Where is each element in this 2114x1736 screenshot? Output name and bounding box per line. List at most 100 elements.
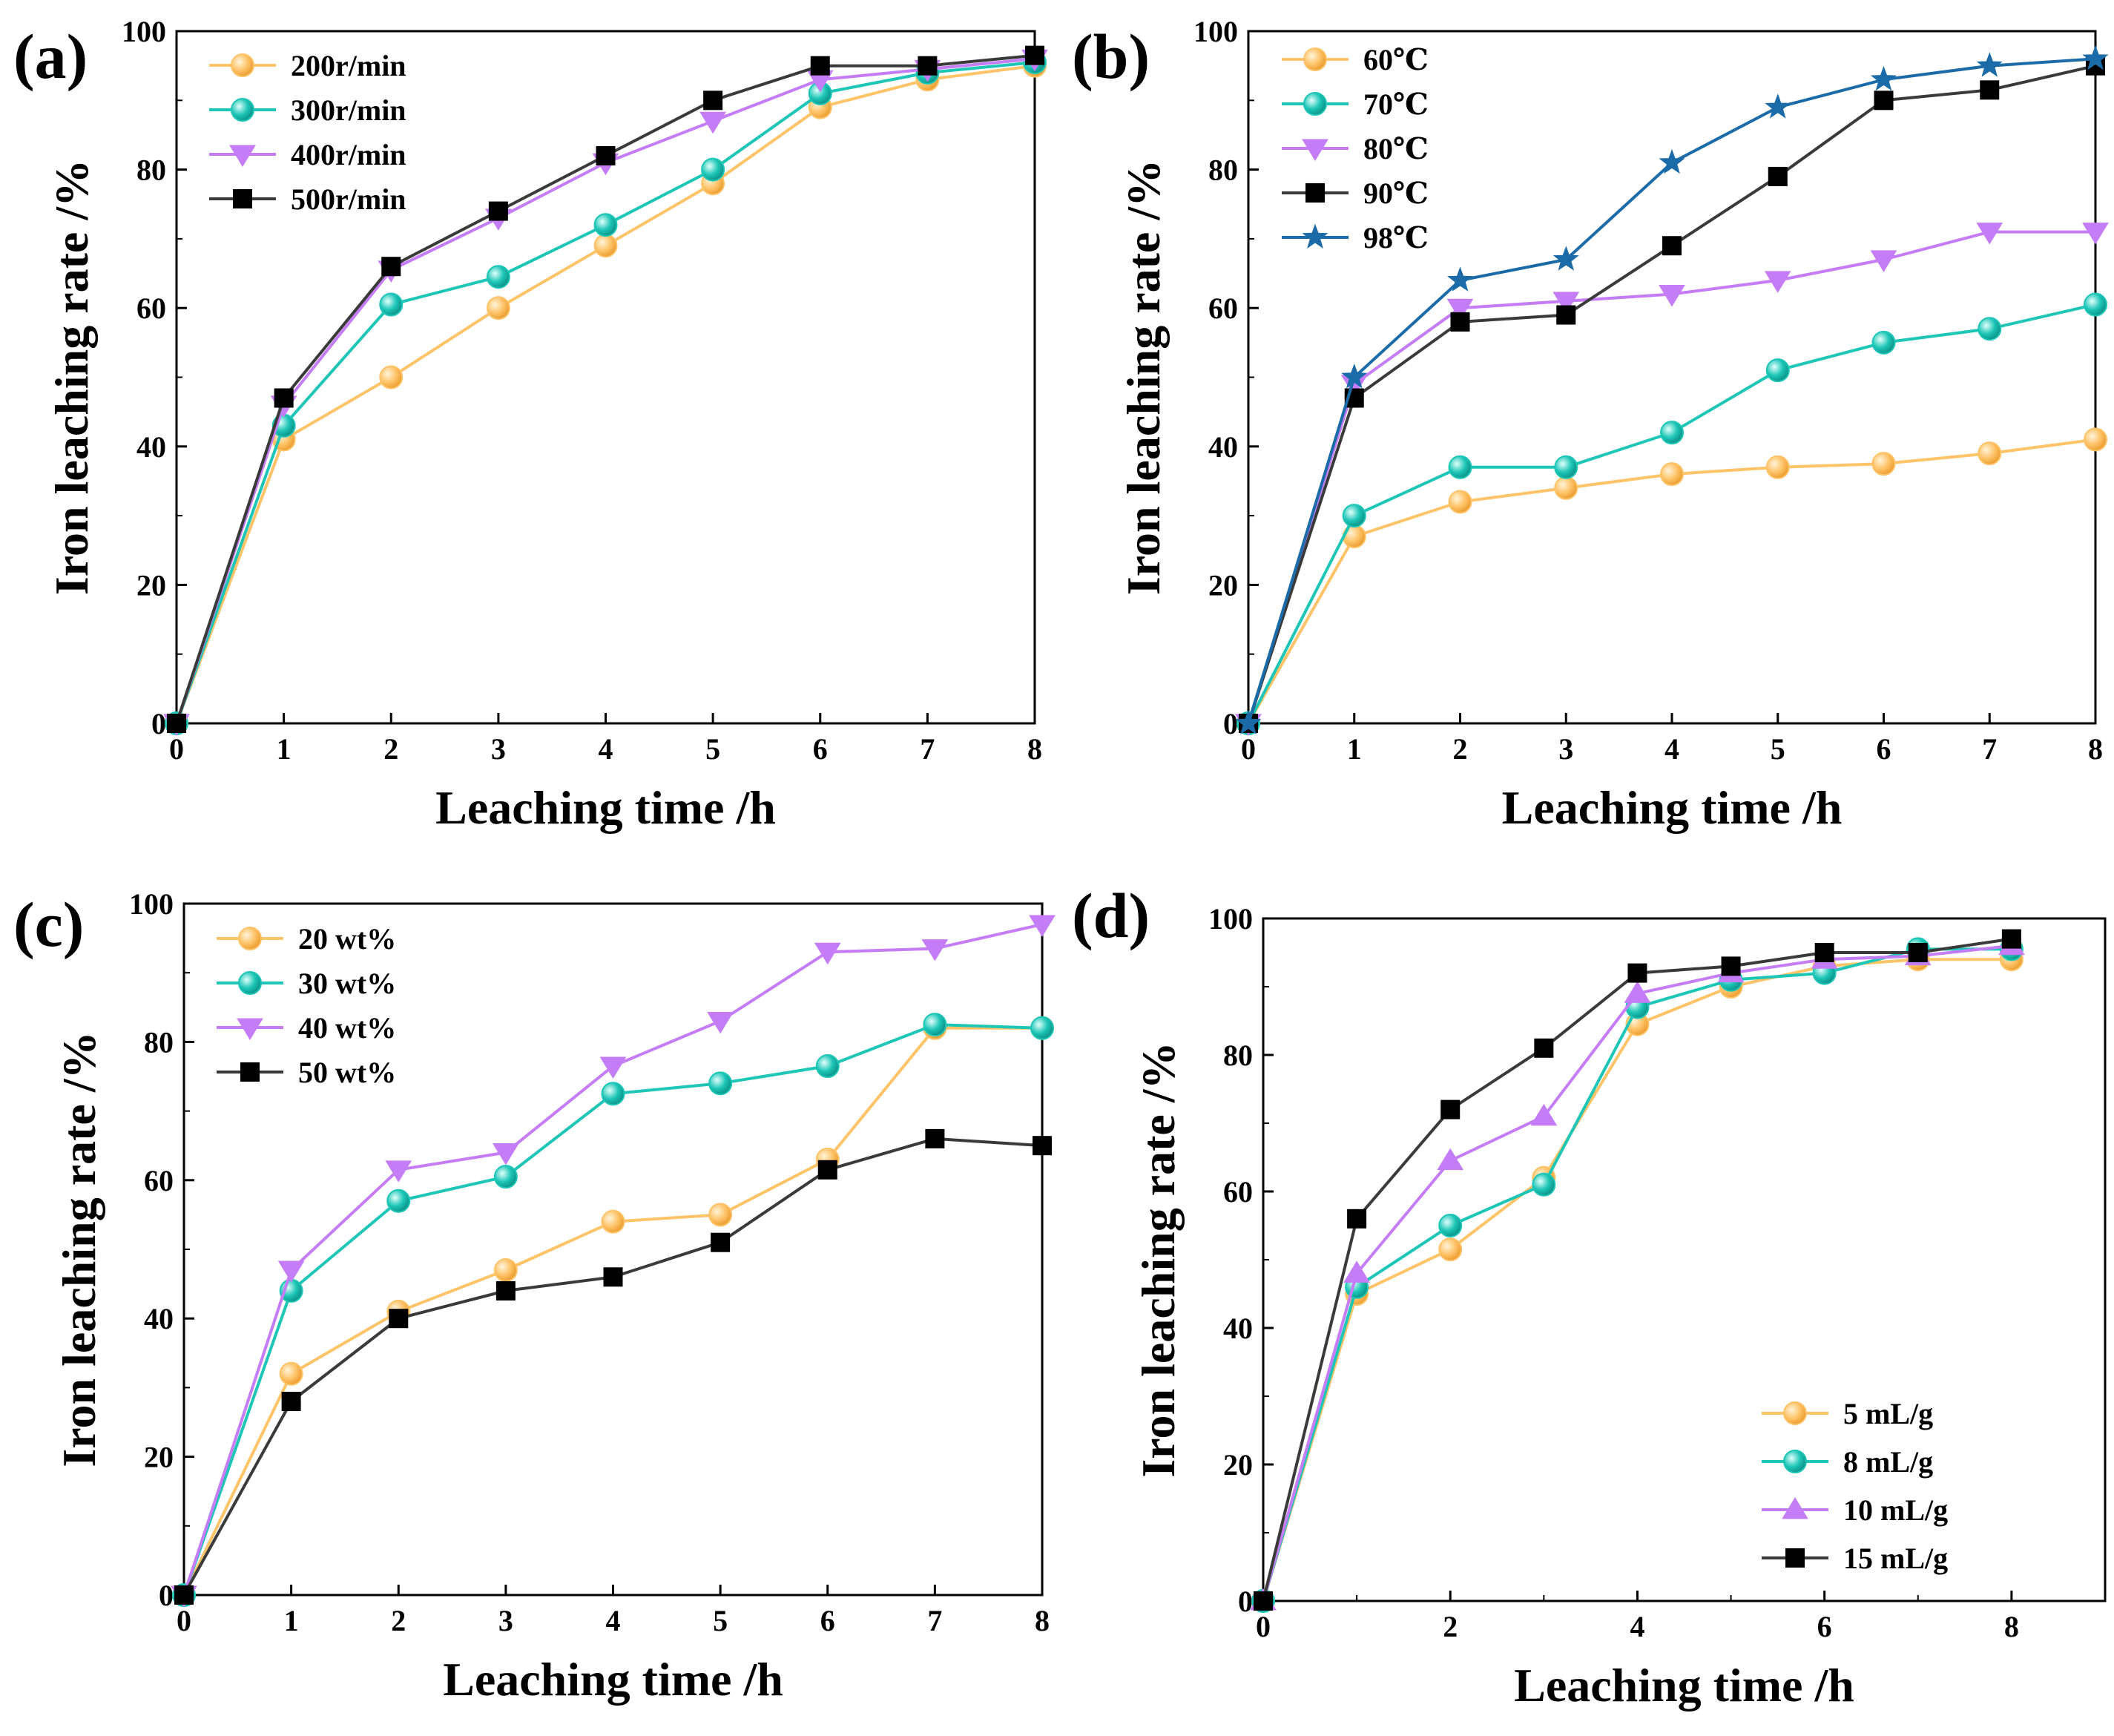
legend-marker: [238, 971, 262, 995]
data-point-4-5: [1765, 93, 1791, 119]
legend-marker: [237, 1018, 263, 1040]
data-point-1-6: [1871, 330, 1896, 355]
data-point-0-1: [279, 1361, 303, 1386]
x-tick-label: 6: [1877, 732, 1891, 766]
x-tick-label: 8: [2004, 1610, 2019, 1643]
data-point-2-4: [1659, 285, 1685, 307]
y-tick-label: 0: [159, 1579, 174, 1612]
data-point-1-4: [601, 1082, 625, 1106]
legend-label: 8 mL/g: [1843, 1445, 1933, 1479]
x-tick-label: 0: [169, 732, 184, 766]
legend-marker: [1783, 1450, 1807, 1473]
y-tick-label: 40: [1208, 430, 1238, 464]
y-tick-label: 20: [144, 1441, 174, 1474]
legend-label: 300r/min: [291, 93, 406, 127]
x-tick-label: 4: [1664, 732, 1679, 766]
data-point-4-1: [1341, 364, 1368, 389]
data-point-2-6: [814, 942, 841, 965]
x-tick-label: 4: [599, 732, 613, 766]
data-point-2-5: [707, 1011, 734, 1034]
data-point-3-3: [1556, 305, 1576, 325]
y-tick-label: 60: [1223, 1175, 1253, 1209]
data-point-4-2: [1446, 266, 1474, 292]
y-tick-label: 20: [136, 568, 166, 602]
x-tick-label: 8: [1027, 732, 1042, 766]
data-point-2-1: [277, 1260, 305, 1283]
x-tick-label: 6: [1817, 1610, 1832, 1643]
data-point-0-5: [708, 1203, 733, 1227]
legend-label: 10 mL/g: [1843, 1493, 1948, 1527]
data-point-1-5: [708, 1071, 733, 1096]
x-tick-label: 5: [1771, 732, 1785, 766]
data-point-2-2: [385, 1160, 412, 1183]
data-point-1-3: [493, 1165, 518, 1189]
data-point-1-3: [1532, 1172, 1556, 1197]
x-tick-label: 4: [1630, 1610, 1644, 1643]
legend-marker: [229, 145, 256, 167]
legend-label: 80℃: [1363, 132, 1429, 165]
y-tick-label: 0: [151, 707, 166, 740]
data-point-3-7: [1908, 943, 1928, 962]
x-tick-label: 7: [927, 1604, 942, 1637]
data-point-0-2: [379, 365, 404, 389]
y-axis-label: Iron leaching rate /%: [53, 1031, 105, 1467]
data-point-3-1: [281, 1392, 301, 1412]
y-tick-label: 20: [1223, 1448, 1253, 1482]
data-point-1-4: [1660, 421, 1684, 445]
series-line-3: [182, 1137, 1043, 1596]
data-point-1-2: [386, 1188, 411, 1213]
series-line-0: [182, 1026, 1042, 1596]
data-point-3-1: [274, 388, 294, 408]
x-tick-label: 1: [1347, 732, 1362, 766]
x-tick-label: 7: [920, 732, 935, 766]
x-tick-label: 0: [177, 1604, 191, 1637]
y-tick-label: 20: [1208, 568, 1238, 602]
y-tick-label: 60: [1208, 292, 1238, 325]
data-point-3-4: [1662, 236, 1682, 256]
legend-label: 5 mL/g: [1843, 1397, 1933, 1430]
data-point-3-3: [495, 1280, 516, 1301]
data-point-3-4: [596, 145, 616, 165]
data-point-3-2: [1440, 1099, 1461, 1119]
x-tick-label: 1: [284, 1604, 299, 1637]
legend-label: 40 wt%: [298, 1011, 396, 1045]
y-tick-label: 0: [1238, 1585, 1253, 1618]
x-axis-label: Leaching time /h: [1514, 1659, 1854, 1712]
legend-marker: [1302, 139, 1328, 161]
data-point-0-3: [493, 1257, 518, 1282]
panel-c-label: (c): [13, 889, 84, 960]
data-point-2-7: [1976, 223, 2003, 245]
x-axis-label: Leaching time /h: [1502, 781, 1843, 834]
data-point-3-5: [703, 91, 723, 111]
data-point-4-6: [1870, 65, 1897, 91]
legend-label: 60℃: [1363, 43, 1429, 76]
data-point-2-3: [1552, 292, 1580, 314]
x-tick-label: 5: [713, 1604, 728, 1637]
y-axis-label: Iron leaching rate /%: [45, 160, 98, 595]
x-tick-label: 2: [1453, 732, 1468, 766]
data-point-3-6: [817, 1160, 837, 1180]
data-point-0-3: [486, 296, 510, 320]
legend-label: 15 mL/g: [1843, 1542, 1948, 1575]
data-point-4-4: [1659, 148, 1685, 174]
data-point-3-4: [1627, 963, 1647, 983]
data-point-2-1: [1343, 1260, 1370, 1283]
data-point-3-7: [925, 1128, 945, 1148]
legend-marker: [238, 927, 262, 950]
panel-b-label: (b): [1072, 21, 1150, 92]
y-tick-label: 60: [136, 292, 166, 325]
x-tick-label: 7: [1982, 732, 1997, 766]
x-tick-label: 2: [391, 1604, 406, 1637]
legend-label: 20 wt%: [298, 922, 396, 956]
data-point-0-4: [601, 1209, 625, 1234]
data-point-0-7: [1978, 441, 2002, 466]
data-point-1-2: [1448, 455, 1472, 479]
legend-marker: [1785, 1548, 1805, 1568]
legend-marker: [231, 53, 254, 77]
data-point-1-5: [1765, 358, 1790, 383]
data-point-3-2: [1450, 312, 1470, 332]
legend-label: 400r/min: [291, 138, 406, 171]
y-tick-label: 0: [1223, 707, 1238, 740]
legend-marker: [231, 98, 254, 122]
